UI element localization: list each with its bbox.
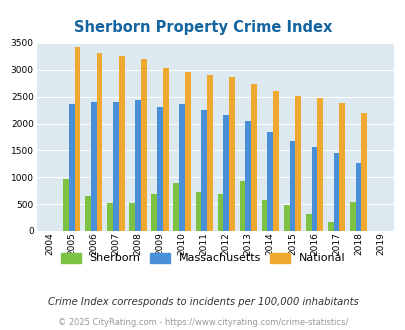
- Bar: [273, 91, 278, 231]
- Bar: [179, 104, 185, 231]
- Bar: [239, 181, 245, 231]
- Bar: [107, 203, 113, 231]
- Bar: [207, 75, 212, 231]
- Bar: [223, 115, 228, 231]
- Bar: [96, 52, 102, 231]
- Text: © 2025 CityRating.com - https://www.cityrating.com/crime-statistics/: © 2025 CityRating.com - https://www.city…: [58, 318, 347, 327]
- Bar: [141, 59, 146, 231]
- Bar: [294, 96, 300, 231]
- Bar: [173, 183, 179, 231]
- Bar: [311, 147, 317, 231]
- Bar: [289, 141, 294, 231]
- Bar: [129, 203, 135, 231]
- Bar: [261, 200, 267, 231]
- Bar: [267, 132, 273, 231]
- Text: Crime Index corresponds to incidents per 100,000 inhabitants: Crime Index corresponds to incidents per…: [47, 297, 358, 307]
- Bar: [201, 110, 207, 231]
- Bar: [333, 152, 339, 231]
- Bar: [69, 104, 75, 231]
- Bar: [305, 214, 311, 231]
- Bar: [217, 194, 223, 231]
- Bar: [245, 121, 251, 231]
- Bar: [75, 47, 80, 231]
- Bar: [339, 103, 344, 231]
- Bar: [113, 102, 119, 231]
- Bar: [349, 202, 355, 231]
- Bar: [327, 222, 333, 231]
- Bar: [135, 100, 141, 231]
- Bar: [63, 180, 69, 231]
- Bar: [355, 163, 360, 231]
- Text: Sherborn Property Crime Index: Sherborn Property Crime Index: [74, 20, 331, 35]
- Bar: [162, 68, 168, 231]
- Bar: [360, 113, 366, 231]
- Bar: [85, 196, 91, 231]
- Bar: [91, 102, 96, 231]
- Bar: [317, 98, 322, 231]
- Legend: Sherborn, Massachusetts, National: Sherborn, Massachusetts, National: [57, 249, 348, 267]
- Bar: [195, 192, 201, 231]
- Bar: [119, 56, 124, 231]
- Bar: [251, 84, 256, 231]
- Bar: [157, 107, 162, 231]
- Bar: [283, 205, 289, 231]
- Bar: [151, 194, 157, 231]
- Bar: [228, 77, 234, 231]
- Bar: [185, 73, 190, 231]
